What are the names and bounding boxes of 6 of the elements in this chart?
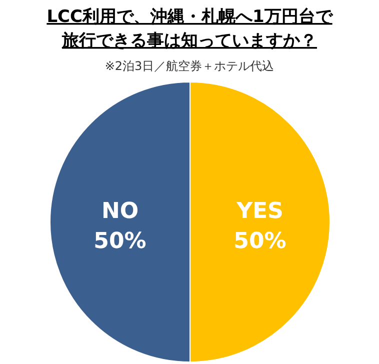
slice-label: NO [101, 199, 139, 224]
chart-subtitle: ※2泊3日／航空券＋ホテル代込 [104, 59, 274, 73]
slice-label: YES [236, 199, 284, 224]
chart-title: LCC利用で、沖縄・札幌へ1万円台で旅行できる事は知っていますか？ [46, 7, 334, 51]
data-label: 50% [94, 229, 146, 254]
data-label: 50% [234, 229, 286, 254]
